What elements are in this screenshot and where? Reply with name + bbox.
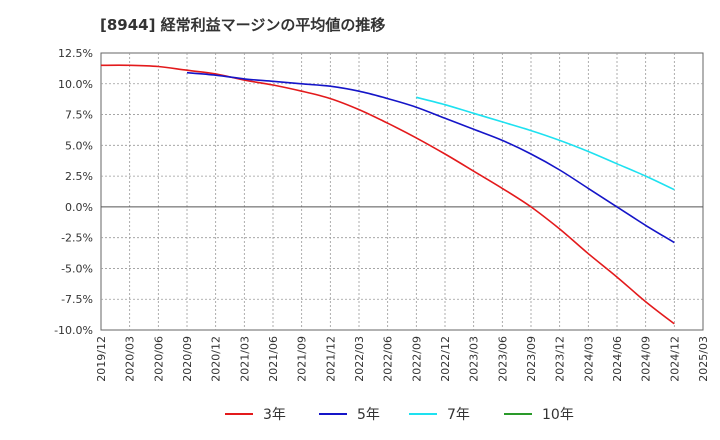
x-tick-label: 2020/09: [181, 336, 194, 382]
x-tick-label: 2023/12: [554, 336, 567, 382]
y-tick-label: -10.0%: [54, 324, 93, 337]
legend-label-2: 5年: [357, 407, 380, 423]
y-tick-label: 12.5%: [58, 47, 93, 60]
y-tick-label: -2.5%: [61, 232, 93, 245]
plot-frame: [100, 52, 704, 331]
x-tick-label: 2023/09: [525, 336, 538, 382]
legend-label-3: 7年: [447, 407, 470, 423]
series-lines: [100, 64, 675, 325]
x-tick-label: 2024/09: [640, 336, 653, 382]
chart-title: [8944] 経常利益マージンの平均値の推移: [100, 16, 385, 34]
y-tick-label: 7.5%: [65, 109, 93, 122]
series-line-3: [416, 96, 675, 191]
x-axis-ticks: 2019/12 2020/03 2020/06 2020/09 2020/12 2021/…: [95, 336, 710, 382]
legend: 3年 5年 7年 10年: [225, 407, 574, 423]
x-tick-label: 2021/06: [267, 336, 280, 382]
x-tick-label: 2022/06: [382, 336, 395, 382]
x-tick-label: 2020/06: [152, 336, 165, 382]
x-tick-label: 2024/06: [611, 336, 624, 382]
y-tick-label: -5.0%: [61, 262, 93, 275]
x-tick-label: 2021/12: [324, 336, 337, 382]
legend-label-4: 10年: [542, 407, 574, 423]
x-tick-label: 2024/03: [582, 336, 595, 382]
series-line-2: [186, 71, 675, 244]
x-tick-label: 2023/06: [496, 336, 509, 382]
x-tick-label: 2020/03: [124, 336, 137, 382]
x-tick-label: 2023/03: [468, 336, 481, 382]
x-tick-label: 2022/09: [410, 336, 423, 382]
y-tick-label: 2.5%: [65, 170, 93, 183]
y-tick-label: 0.0%: [65, 201, 93, 214]
legend-label-1: 3年: [263, 407, 286, 423]
plot-area: [100, 52, 704, 331]
x-tick-label: 2025/03: [697, 336, 710, 382]
x-tick-label: 2024/12: [668, 336, 681, 382]
series-line-1: [100, 64, 675, 325]
y-tick-label: 5.0%: [65, 139, 93, 152]
x-tick-label: 2019/12: [95, 336, 108, 382]
x-tick-label: 2022/12: [439, 336, 452, 382]
y-tick-label: -7.5%: [61, 293, 93, 306]
grid: [101, 53, 703, 330]
x-tick-label: 2020/12: [210, 336, 223, 382]
x-tick-label: 2021/09: [296, 336, 309, 382]
x-tick-label: 2021/03: [238, 336, 251, 382]
y-axis-ticks: 12.5% 10.0% 7.5% 5.0% 2.5% 0.0% -2.5% -5.0% -7.5…: [54, 47, 93, 337]
y-tick-label: 10.0%: [58, 78, 93, 91]
x-tick-label: 2022/03: [353, 336, 366, 382]
